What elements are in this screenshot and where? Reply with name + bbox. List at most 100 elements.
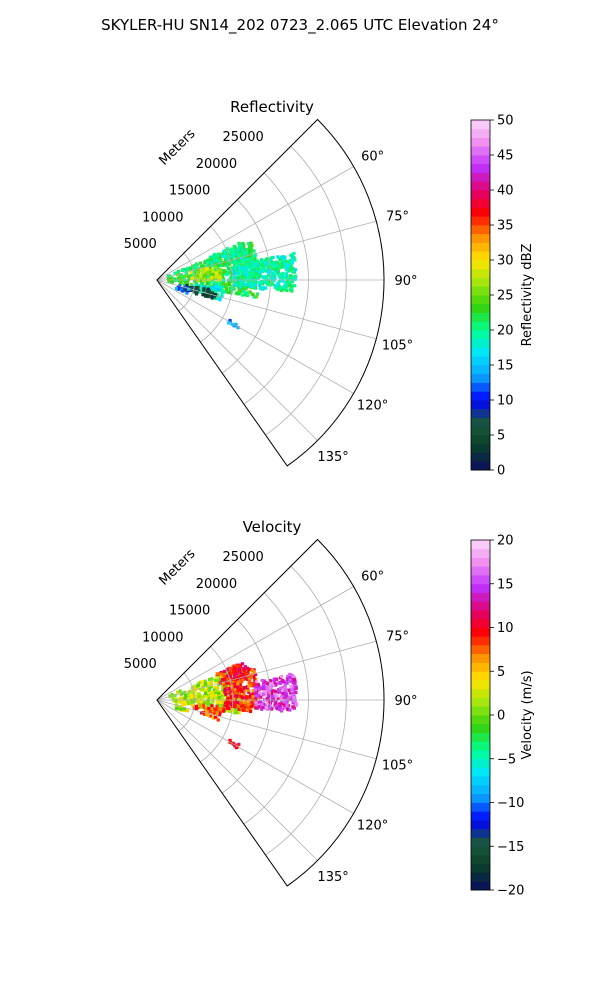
echo-cell xyxy=(252,699,256,703)
echo-cell xyxy=(254,271,258,275)
range-tick-label: 25000 xyxy=(222,550,263,565)
echo-cell xyxy=(255,684,259,689)
echo-cell xyxy=(243,708,247,712)
echo-cell xyxy=(244,700,248,704)
echo-cell xyxy=(284,692,288,696)
echo-cell xyxy=(226,272,230,276)
echo-cell xyxy=(235,283,239,287)
colorbar-segment xyxy=(471,268,490,278)
echo-cell xyxy=(273,269,277,273)
echo-cell xyxy=(255,680,259,684)
range-ring xyxy=(265,565,347,856)
echo-data xyxy=(166,241,298,330)
echo-cell xyxy=(229,276,233,281)
echo-cell xyxy=(183,274,187,278)
colorbar-segment xyxy=(471,207,490,217)
echo-cell xyxy=(174,699,178,703)
echo-cell xyxy=(273,678,277,682)
echo-cell xyxy=(243,266,247,270)
echo-cell xyxy=(220,294,224,298)
range-ring xyxy=(200,226,234,343)
echo-cell xyxy=(266,682,270,686)
echo-cell xyxy=(288,265,292,269)
echo-cell xyxy=(222,262,226,266)
echo-cell xyxy=(254,692,258,696)
echo-cell xyxy=(292,699,296,704)
echo-cell xyxy=(234,707,238,711)
echo-cell xyxy=(207,258,212,262)
range-ring xyxy=(265,145,347,436)
echo-region-east-band xyxy=(253,672,298,713)
echo-cell xyxy=(213,280,217,285)
echo-cell xyxy=(197,288,201,292)
echo-cell xyxy=(253,677,257,681)
colorbar-tick-label: −10 xyxy=(497,796,524,811)
echo-cell xyxy=(221,688,225,692)
echo-cell xyxy=(253,252,257,257)
echo-cell xyxy=(238,288,242,292)
echo-cell xyxy=(283,700,287,704)
echo-cell xyxy=(241,708,245,712)
echo-cell xyxy=(269,260,273,264)
colorbar-tick-label: 5 xyxy=(497,665,505,680)
echo-cell xyxy=(243,665,248,669)
colorbar-segment xyxy=(471,881,490,891)
echo-cell xyxy=(247,276,252,280)
echo-cell xyxy=(202,285,207,289)
echo-cell xyxy=(230,704,234,708)
colorbar-segment xyxy=(471,592,490,602)
echo-cell xyxy=(216,718,220,722)
echo-cell xyxy=(259,695,263,699)
azimuth-gridline xyxy=(156,699,377,760)
echo-cell xyxy=(240,680,244,684)
echo-cell xyxy=(243,273,247,277)
echo-cell xyxy=(228,709,232,713)
echo-data xyxy=(168,662,298,750)
echo-cell xyxy=(264,275,268,279)
echo-cell xyxy=(292,695,296,700)
colorbar-segment xyxy=(471,732,490,742)
echo-cell xyxy=(271,282,275,286)
echo-cell xyxy=(232,669,236,673)
echo-cell xyxy=(203,679,207,683)
echo-cell xyxy=(274,284,278,288)
colorbar-segment xyxy=(471,216,490,226)
echo-cell xyxy=(193,290,197,294)
echo-cell xyxy=(196,274,200,278)
echo-cell xyxy=(224,273,228,277)
echo-cell xyxy=(217,263,221,268)
echo-cell xyxy=(260,269,264,273)
echo-cell xyxy=(252,271,256,275)
echo-cell xyxy=(267,282,271,287)
echo-cell xyxy=(288,708,292,712)
azimuth-tick-label: 75° xyxy=(386,210,409,225)
echo-cell xyxy=(209,697,213,701)
echo-cell xyxy=(273,277,277,281)
echo-cell xyxy=(233,246,237,250)
echo-cell xyxy=(252,295,256,299)
echo-cell xyxy=(273,694,277,698)
echo-cell xyxy=(254,690,258,694)
echo-cell xyxy=(187,691,191,695)
echo-cell xyxy=(235,695,239,699)
echo-cell xyxy=(249,250,254,254)
azimuth-tick-label: 105° xyxy=(382,338,413,353)
echo-cell xyxy=(239,701,243,705)
echo-cell xyxy=(230,260,234,264)
colorbar-segment xyxy=(471,303,490,313)
echo-cell xyxy=(243,706,247,710)
echo-cell xyxy=(214,271,219,276)
echo-cell xyxy=(267,271,271,275)
echo-cell xyxy=(288,676,292,680)
echo-cell xyxy=(179,281,183,285)
echo-cell xyxy=(214,693,218,698)
echo-cell xyxy=(185,709,190,713)
colorbar-segment xyxy=(471,163,490,173)
echo-cell xyxy=(203,273,207,277)
echo-cell xyxy=(291,674,295,678)
echo-cell xyxy=(213,263,217,267)
echo-cell xyxy=(290,270,295,274)
echo-cell xyxy=(217,273,221,277)
echo-cell xyxy=(204,695,208,699)
echo-cell xyxy=(201,281,205,285)
